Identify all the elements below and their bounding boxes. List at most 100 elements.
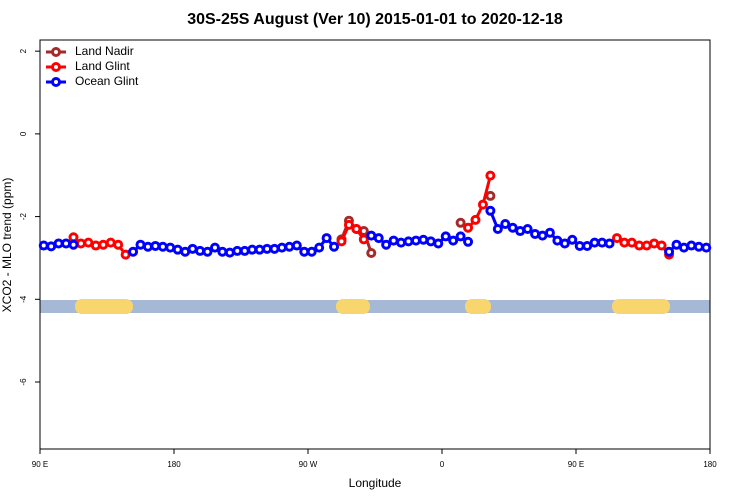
series-point: [388, 235, 399, 246]
series-point: [284, 241, 295, 252]
series-point: [105, 237, 116, 248]
series-point: [254, 244, 265, 255]
series-point: [403, 236, 414, 247]
series-point: [135, 239, 146, 250]
series-point: [664, 246, 675, 257]
series-point: [373, 233, 384, 244]
land-patch: [75, 299, 133, 314]
series-point: [314, 242, 325, 253]
series-point: [500, 219, 511, 230]
series-point: [433, 238, 444, 249]
series-point: [485, 205, 496, 216]
series-point: [269, 243, 280, 254]
series-point: [90, 240, 101, 251]
series-point: [418, 234, 429, 245]
series-point: [239, 245, 250, 256]
legend-marker: [51, 47, 61, 57]
series-point: [537, 230, 548, 241]
series-point: [75, 238, 86, 249]
series-point: [485, 170, 496, 181]
series-point: [150, 240, 161, 251]
series-point: [410, 235, 421, 246]
chart-title: 30S-25S August (Ver 10) 2015-01-01 to 20…: [187, 11, 563, 28]
series-point: [641, 240, 652, 251]
series-point: [477, 199, 488, 210]
series-point: [336, 236, 347, 247]
x-tick-label: 180: [703, 460, 717, 469]
series-point: [366, 247, 377, 258]
x-tick-label: 90 W: [299, 460, 318, 469]
land-patch: [465, 299, 491, 314]
series-point: [329, 241, 340, 252]
series-point: [120, 249, 131, 260]
series-point: [626, 237, 637, 248]
x-tick-label: 90 E: [568, 460, 584, 469]
x-axis-label: Longitude: [349, 476, 402, 490]
series-point: [515, 226, 526, 237]
series-point: [157, 241, 168, 252]
series-point: [321, 233, 332, 244]
series-point: [98, 239, 109, 250]
series-point: [492, 223, 503, 234]
x-tick-label: 0: [440, 460, 445, 469]
series-point: [68, 239, 79, 250]
legend-marker: [51, 62, 61, 72]
series-point: [455, 231, 466, 242]
legend-marker: [51, 77, 61, 87]
series-point: [530, 228, 541, 239]
series-point: [38, 240, 49, 251]
series-point: [195, 245, 206, 256]
series-point: [46, 241, 57, 252]
series-point: [693, 241, 704, 252]
series-point: [678, 242, 689, 253]
series-point: [611, 233, 622, 244]
series-line: [466, 175, 492, 229]
series-point: [142, 241, 153, 252]
series-point: [552, 235, 563, 246]
series-point: [448, 235, 459, 246]
y-tick-label: 0: [19, 131, 28, 136]
series-point: [671, 239, 682, 250]
series-point: [701, 242, 712, 253]
series-point: [172, 244, 183, 255]
series-point: [649, 238, 660, 249]
land-patch: [336, 299, 370, 314]
series-point: [582, 240, 593, 251]
legend-label: Land Glint: [75, 59, 130, 73]
series-point: [425, 236, 436, 247]
series-point: [306, 246, 317, 257]
series-point: [187, 243, 198, 254]
series-point: [544, 227, 555, 238]
series-point: [440, 231, 451, 242]
x-tick-label: 90 E: [32, 460, 48, 469]
land-patch: [612, 299, 670, 314]
ocean-band: [40, 300, 710, 313]
legend-label: Ocean Glint: [75, 74, 139, 88]
series-point: [83, 237, 94, 248]
series-point: [113, 239, 124, 250]
series-point: [165, 242, 176, 253]
series-point: [470, 214, 481, 225]
series-point: [656, 240, 667, 251]
series-point: [128, 246, 139, 257]
series-point: [276, 242, 287, 253]
series-point: [567, 234, 578, 245]
series-point: [559, 238, 570, 249]
series-point: [597, 237, 608, 248]
series-point: [463, 222, 474, 233]
y-tick-label: 2: [19, 48, 28, 53]
y-tick-label: -6: [19, 378, 28, 386]
series-point: [455, 217, 466, 228]
x-tick-label: 180: [167, 460, 181, 469]
series-point: [604, 238, 615, 249]
series-point: [351, 223, 362, 234]
series-point: [209, 242, 220, 253]
series-point: [202, 246, 213, 257]
series-point: [507, 222, 518, 233]
y-tick-label: -4: [19, 295, 28, 303]
series-point: [522, 223, 533, 234]
legend-label: Land Nadir: [75, 44, 134, 58]
series-point: [463, 236, 474, 247]
series-point: [224, 247, 235, 258]
